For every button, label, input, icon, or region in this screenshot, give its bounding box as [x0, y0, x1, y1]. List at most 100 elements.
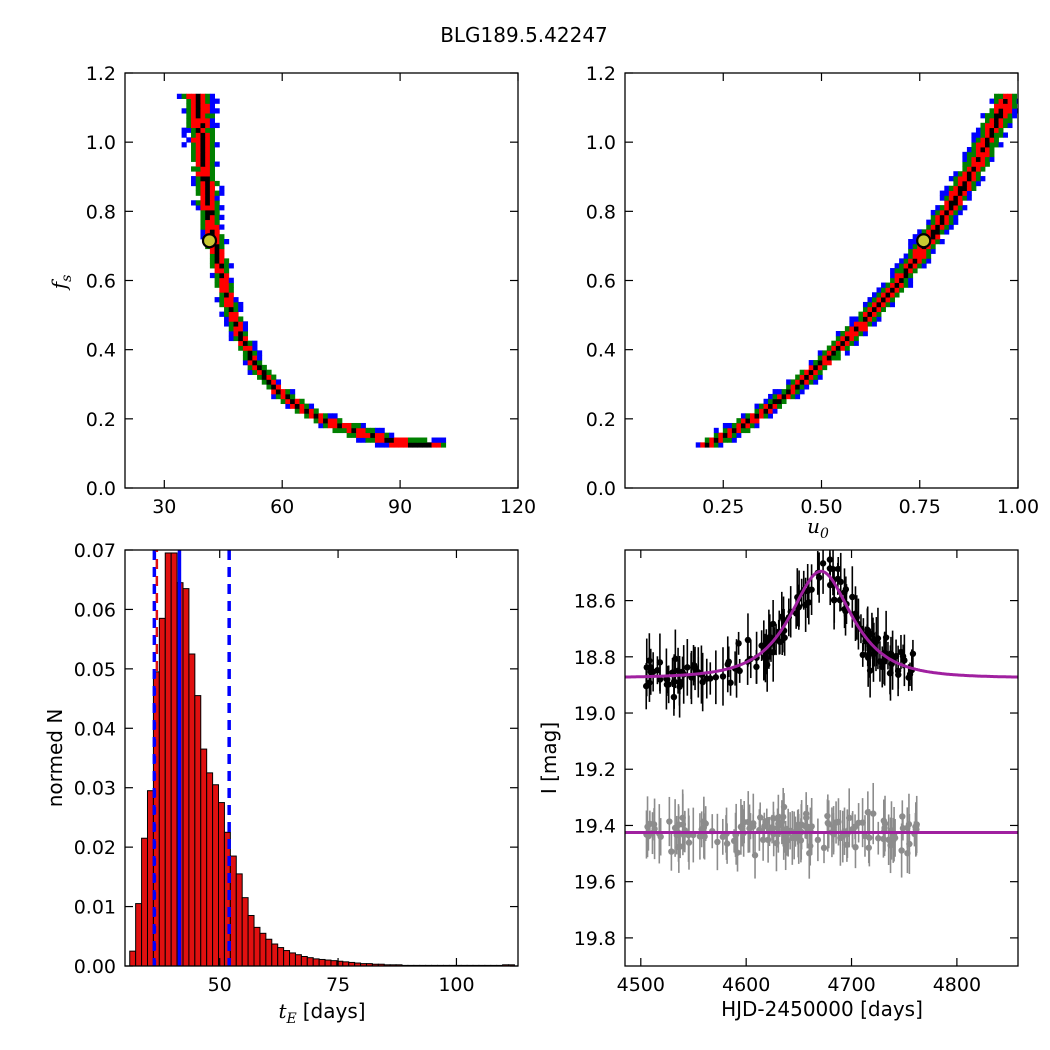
- cell-p1-data-136: [242, 345, 249, 351]
- cell-p1-data-299: [205, 166, 211, 172]
- cell-p2-data-215: [903, 268, 909, 274]
- p2-xtick-label-0: 0.25: [702, 496, 744, 518]
- cell-p1-data-323: [195, 142, 201, 148]
- cell-p2-data-312: [957, 195, 963, 201]
- cell-p2-data-57: [763, 398, 769, 405]
- cell-p1-data-220: [214, 243, 220, 250]
- cell-p1-data-363: [200, 113, 206, 119]
- cell-p1-data-321: [181, 142, 187, 148]
- cell-p2-data-237: [926, 253, 932, 259]
- cell-p2-data-385: [994, 142, 999, 148]
- cell-p1-data-198: [219, 272, 225, 279]
- data-point-128: [736, 667, 743, 675]
- cell-p1-data-260: [191, 200, 197, 206]
- cell-p1-data-9: [417, 442, 423, 448]
- cell-p2-data-174: [881, 301, 886, 308]
- cell-p2-data-135: [835, 330, 841, 337]
- cell-p1-data-319: [205, 147, 211, 153]
- cell-p1-data-343: [195, 127, 201, 133]
- cell-p2-data-211: [908, 272, 914, 279]
- cell-p2-data-141: [862, 330, 868, 337]
- hist-bar-20: [247, 914, 255, 966]
- cell-p2-data-370: [975, 151, 981, 158]
- hist-bar-32: [318, 958, 326, 966]
- cell-p1-data-113: [271, 374, 277, 380]
- cell-p2-data-26: [722, 422, 728, 429]
- panel-u0-fs: 0.25 0.50 0.75 1.00 0.0 0.2 0.4 0.6 0.8 1.0 1.2 u0: [586, 63, 1039, 542]
- resid-point-95: [830, 824, 837, 831]
- cell-p2-data-284: [930, 214, 936, 221]
- cell-p2-data-125: [835, 340, 841, 346]
- cell-p1-data-158: [238, 321, 244, 327]
- cell-p2-data-206: [908, 277, 914, 283]
- cell-p2-data-298: [939, 205, 945, 211]
- cell-p2-data-75: [799, 389, 805, 395]
- cell-p1-data-207: [228, 263, 234, 269]
- cell-p1-data-126: [257, 360, 263, 366]
- p1-ytick-label-5: 1.0: [86, 132, 116, 154]
- cell-p1-data-128: [247, 355, 253, 361]
- cell-p1-data-112: [266, 374, 272, 380]
- data-point-108: [646, 657, 653, 664]
- cell-p2-data-9: [718, 437, 724, 443]
- cell-p1-data-200: [214, 268, 220, 274]
- data-point-82: [727, 679, 734, 686]
- cell-p1-data-133: [252, 350, 258, 356]
- cell-p2-data-194: [899, 287, 905, 293]
- data-point-109: [643, 682, 650, 690]
- cell-p2-data-37: [749, 418, 755, 424]
- cell-p2-data-164: [876, 311, 882, 317]
- cell-p1-data-18: [370, 437, 376, 443]
- cell-p2-data-353: [980, 166, 986, 172]
- cell-p2-data-306: [953, 200, 959, 206]
- data-point-118: [707, 675, 714, 682]
- p1-ytick-label-0: 0.0: [86, 478, 116, 500]
- cell-p2-data-133: [849, 335, 855, 342]
- cell-p2-data-188: [894, 292, 900, 298]
- cell-p2-data-265: [921, 229, 927, 235]
- cell-p1-data-289: [200, 176, 206, 182]
- cell-p2-data-294: [948, 209, 954, 216]
- p2-ytick-label-4: 0.8: [586, 201, 616, 223]
- cell-p2-data-321: [966, 190, 972, 196]
- cell-p1-data-57: [332, 422, 338, 429]
- cell-p1-data-205: [219, 263, 225, 269]
- p3-xtick-label-2: 100: [438, 974, 474, 996]
- cell-p2-data-315: [939, 190, 945, 196]
- cell-p2-data-205: [903, 277, 909, 283]
- cell-p2-data-283: [953, 219, 959, 225]
- cell-p2-data-411: [998, 122, 1004, 129]
- cell-p2-data-318: [953, 190, 959, 196]
- cell-p2-data-59: [772, 398, 778, 405]
- cell-p1-data-258: [214, 205, 220, 211]
- cell-p2-data-331: [962, 180, 968, 187]
- cell-p2-data-45: [768, 413, 773, 419]
- cell-p1-data-330: [195, 137, 201, 143]
- cell-p2-data-33: [754, 422, 760, 429]
- cell-p1-data-246: [205, 214, 211, 221]
- cell-p2-data-97: [813, 369, 819, 375]
- cell-p1-data-139: [238, 340, 244, 346]
- cell-p2-data-225: [899, 258, 905, 264]
- cell-p2-data-103: [808, 360, 814, 366]
- cell-p2-data-322: [944, 185, 950, 191]
- cell-p2-data-60: [777, 398, 783, 405]
- cell-p2-data-212: [890, 268, 895, 274]
- cell-p2-data-290: [930, 209, 936, 216]
- cell-p1-data-155: [224, 321, 230, 327]
- hist-bar-27: [289, 952, 296, 966]
- hist-bar-15: [218, 802, 225, 966]
- cell-p2-data-160: [858, 311, 864, 317]
- cell-p1-data-42: [389, 432, 395, 438]
- cell-p2-data-201: [908, 282, 914, 288]
- cell-p2-data-273: [935, 224, 941, 230]
- p1-ticks: 30 60 90 120 0.0 0.2 0.4 0.6 0.8 1.0 1.2: [86, 63, 536, 518]
- cell-p2-data-398: [994, 132, 999, 138]
- resid-point-72: [814, 836, 822, 844]
- cell-p2-data-436: [998, 103, 1004, 109]
- cell-p2-data-139: [853, 330, 859, 337]
- resid-point-144: [832, 819, 840, 826]
- cell-p2-data-243: [930, 248, 936, 254]
- cell-p2-data-238: [908, 248, 914, 254]
- cell-p2-data-179: [876, 297, 882, 303]
